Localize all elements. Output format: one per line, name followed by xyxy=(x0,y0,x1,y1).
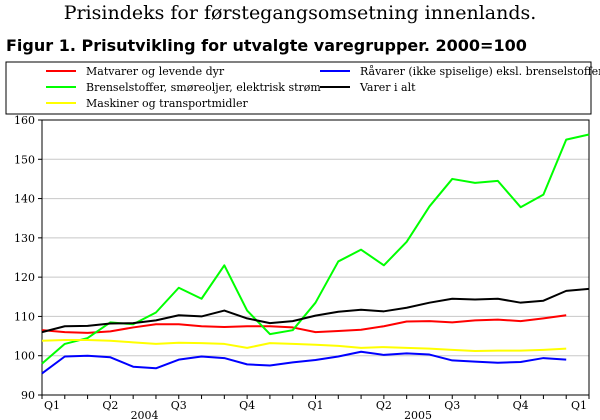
x-tick-label: Q4 xyxy=(513,399,529,412)
series-line-1 xyxy=(41,314,567,334)
series-lines xyxy=(41,133,590,375)
x-year-label: 2005 xyxy=(404,409,432,420)
x-axis: Q1 Q2 Q3 Q4 Q1 Q2 Q3 Q4 Q1 2004 2005 xyxy=(41,394,590,420)
series-line-3 xyxy=(41,339,567,352)
y-tick-label: 110 xyxy=(14,310,35,323)
x-tick-label: Q3 xyxy=(444,399,460,412)
legend-label: Brenselstoffer, smøreoljer, elektrisk st… xyxy=(86,81,321,94)
series-line-4 xyxy=(41,350,567,375)
series-line-5 xyxy=(41,287,590,334)
y-tick-label: 130 xyxy=(14,232,35,245)
legend-frame xyxy=(5,61,592,115)
x-tick-label: Q1 xyxy=(307,399,323,412)
grid xyxy=(41,119,590,396)
y-tick-label: 150 xyxy=(14,153,35,166)
legend-label: Maskiner og transportmidler xyxy=(86,97,248,110)
x-tick-label: Q1 xyxy=(44,399,60,412)
x-tick-label: Q1 xyxy=(571,399,587,412)
y-tick-label: 160 xyxy=(14,114,35,127)
y-tick-label: 100 xyxy=(14,350,35,363)
x-year-label: 2004 xyxy=(131,409,159,420)
series-line-2 xyxy=(41,133,590,365)
x-tick-label: Q3 xyxy=(171,399,187,412)
y-tick-label: 90 xyxy=(21,389,35,402)
y-axis: 90 100 110 120 130 140 150 160 xyxy=(14,114,43,402)
plot-frame xyxy=(41,119,590,396)
page-heading: Prisindeks for førstegangsomsetning inne… xyxy=(63,2,537,24)
legend-label: Varer i alt xyxy=(359,81,416,94)
x-tick-label: Q2 xyxy=(102,399,118,412)
legend: Matvarer og levende dyr Brenselstoffer, s… xyxy=(5,61,600,115)
y-tick-label: 120 xyxy=(14,271,35,284)
legend-label: Matvarer og levende dyr xyxy=(86,65,225,78)
x-tick-label: Q4 xyxy=(239,399,255,412)
legend-label: Råvarer (ikke spiselige) eksl. brenselst… xyxy=(360,65,600,78)
y-tick-label: 140 xyxy=(14,193,35,206)
figure-title: Figur 1. Prisutvikling for utvalgte vare… xyxy=(6,36,527,55)
x-tick-label: Q2 xyxy=(376,399,392,412)
